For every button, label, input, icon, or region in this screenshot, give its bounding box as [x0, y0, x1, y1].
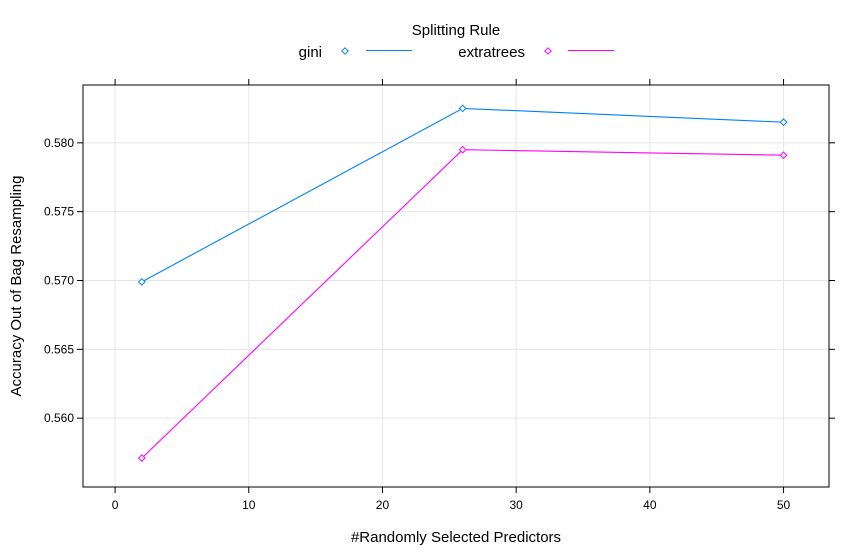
- legend-title: Splitting Rule: [412, 22, 500, 39]
- axis-ticks: 0 10 20 30 40 50 0.560 0.565 0.570 0.575 0.580: [44, 79, 835, 512]
- data-point-extratrees: [137, 454, 146, 462]
- x-axis-title: #Randomly Selected Predictors: [351, 529, 561, 546]
- x-tick-label: 20: [376, 498, 390, 512]
- x-tick-label: 0: [112, 498, 119, 512]
- y-tick-label: 0.560: [44, 411, 74, 425]
- legend-label-gini: gini: [299, 44, 322, 61]
- data-point-extratrees: [458, 145, 467, 154]
- series: [137, 104, 788, 462]
- y-tick-label: 0.580: [44, 136, 74, 150]
- x-tick-label: 10: [242, 498, 256, 512]
- legend-marker-extratrees: [544, 47, 552, 55]
- data-point-gini: [458, 104, 467, 113]
- plot-frame: [82, 84, 830, 488]
- y-tick-label: 0.565: [44, 342, 74, 356]
- series-line-gini: [141, 107, 784, 283]
- x-tick-label: 40: [643, 498, 657, 512]
- legend-marker-gini: [341, 47, 349, 55]
- grid: [83, 85, 829, 487]
- data-point-gini: [779, 118, 788, 127]
- y-tick-label: 0.575: [44, 205, 74, 219]
- y-tick-label: 0.570: [44, 273, 74, 287]
- x-tick-label: 30: [509, 498, 523, 512]
- legend-label-extratrees: extratrees: [458, 44, 525, 61]
- data-point-extratrees: [779, 151, 788, 160]
- legend: Splitting Rule gini extratrees: [299, 22, 614, 61]
- data-point-gini: [137, 277, 146, 286]
- y-axis-title: Accuracy Out of Bag Resampling: [8, 176, 25, 397]
- series-line-extratrees: [141, 149, 784, 459]
- x-tick-label: 50: [777, 498, 791, 512]
